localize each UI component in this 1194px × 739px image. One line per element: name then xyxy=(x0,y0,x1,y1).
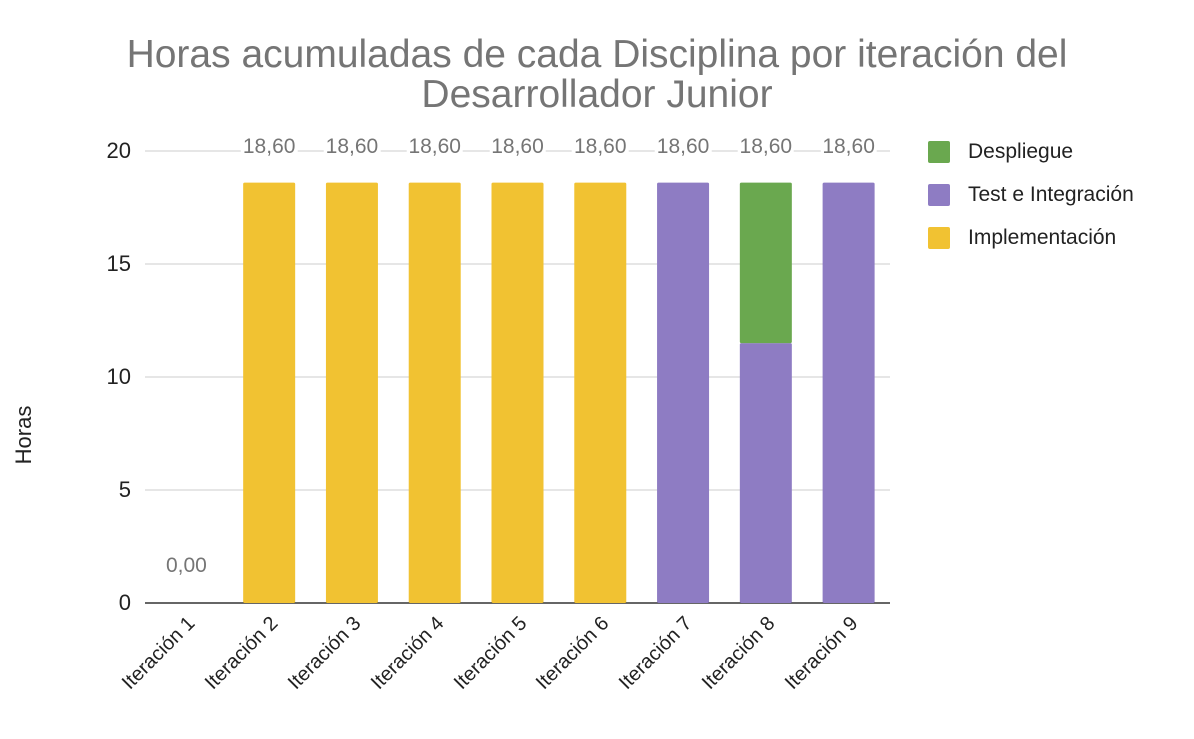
bar-segment xyxy=(408,182,461,603)
y-tick-label: 20 xyxy=(106,138,131,163)
legend-label: Implementación xyxy=(968,226,1117,249)
y-tick-label: 5 xyxy=(118,477,131,502)
bar-segment xyxy=(574,182,627,603)
legend-label: Test e Integración xyxy=(968,183,1134,206)
bar-segment xyxy=(243,182,296,603)
data-label: 18,60 xyxy=(240,135,298,159)
data-label: 18,60 xyxy=(406,135,463,159)
legend-label: Despliegue xyxy=(968,140,1074,163)
data-label: 18,60 xyxy=(820,135,877,159)
y-tick-label: 0 xyxy=(118,590,131,615)
legend-swatch xyxy=(928,227,950,249)
data-label: 18,60 xyxy=(737,135,795,159)
bar-segment xyxy=(325,182,378,603)
chart-title-line-2: Desarrollador Junior xyxy=(421,73,773,116)
bar-segment xyxy=(739,343,792,603)
legend-item: Test e Integración xyxy=(928,181,1134,209)
y-tick-label: 10 xyxy=(106,364,131,389)
y-tick-label: 15 xyxy=(106,251,131,276)
bar-segment xyxy=(739,182,792,344)
legend-item: Despliegue xyxy=(928,138,1134,166)
bar-segment xyxy=(491,182,544,603)
bar-segment xyxy=(822,182,875,603)
data-label: 18,60 xyxy=(654,135,712,159)
bar-segment xyxy=(657,182,710,603)
legend-swatch xyxy=(928,184,950,206)
legend-item: Implementación xyxy=(928,224,1134,252)
data-label: 18,60 xyxy=(323,135,381,159)
data-label: 18,60 xyxy=(489,135,546,159)
data-label: 18,60 xyxy=(571,135,629,159)
chart-title-line-1: Horas acumuladas de cada Disciplina por … xyxy=(126,33,1068,76)
data-label: 0,00 xyxy=(163,554,209,578)
legend-swatch xyxy=(928,141,950,163)
legend: Despliegue Test e Integración Implementaci… xyxy=(928,138,1134,267)
